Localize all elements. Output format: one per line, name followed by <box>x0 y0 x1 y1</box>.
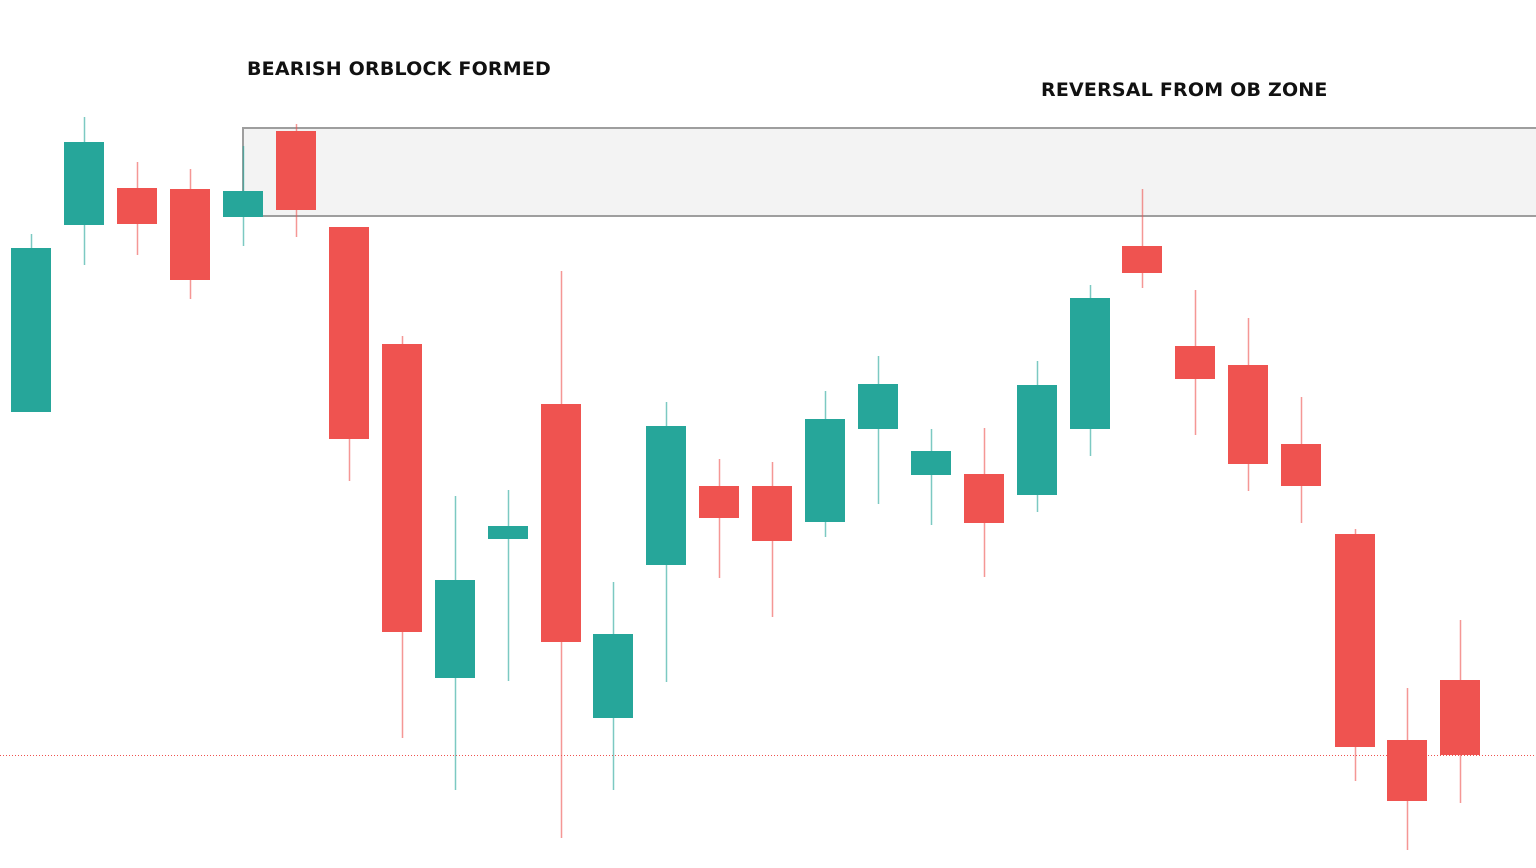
candle-bearish <box>1228 318 1268 491</box>
candle-bearish <box>170 169 210 299</box>
candle-bearish <box>964 428 1004 577</box>
candle-bearish <box>382 336 422 738</box>
candle-body <box>170 189 210 280</box>
candle-body <box>699 486 739 518</box>
candle-bullish <box>1017 361 1057 512</box>
candle-body <box>64 142 104 225</box>
candle-body <box>1122 246 1162 273</box>
candle-body <box>1175 346 1215 379</box>
candle-body <box>276 131 316 210</box>
candle-body <box>382 344 422 632</box>
order-block-zone-rect <box>242 127 1536 217</box>
candle-bearish <box>1387 688 1427 850</box>
candle-bearish <box>1175 290 1215 435</box>
candle-body <box>752 486 792 541</box>
candle-body <box>435 580 475 678</box>
candle-body <box>911 451 951 475</box>
candle-body <box>805 419 845 522</box>
candle-bullish <box>805 391 845 537</box>
order-block-zone <box>242 127 1536 217</box>
annotation-reversal-from-ob-zone: REVERSAL FROM OB ZONE <box>1041 79 1328 101</box>
candle-body <box>1070 298 1110 429</box>
candle-bullish <box>435 496 475 790</box>
candle-bullish <box>64 117 104 265</box>
candle-bearish <box>541 271 581 838</box>
candle-body <box>1281 444 1321 486</box>
candle-body <box>488 526 528 539</box>
candle-bullish <box>1070 285 1110 456</box>
candle-body <box>1335 534 1375 747</box>
candle-body <box>117 188 157 224</box>
candle-body <box>1440 680 1480 755</box>
candle-body <box>1017 385 1057 495</box>
candle-body <box>593 634 633 718</box>
candle-body <box>858 384 898 429</box>
candle-bearish <box>276 124 316 237</box>
candle-body <box>541 404 581 642</box>
candle-bearish <box>117 162 157 255</box>
candle-body <box>964 474 1004 523</box>
candle-bearish <box>329 227 369 481</box>
candle-bearish <box>752 462 792 617</box>
candle-body <box>1387 740 1427 801</box>
candle-body <box>1228 365 1268 464</box>
candle-body <box>646 426 686 565</box>
candle-bullish <box>223 146 263 246</box>
candle-bearish <box>1122 189 1162 288</box>
candle-bearish <box>699 459 739 578</box>
candle-body <box>11 248 51 412</box>
candle-bullish <box>646 402 686 682</box>
candle-bullish <box>488 490 528 681</box>
candle-bullish <box>593 582 633 790</box>
annotation-bearish-orderblock-formed: BEARISH ORBLOCK FORMED <box>247 58 552 80</box>
candles <box>11 117 1480 850</box>
candle-bearish <box>1440 620 1480 803</box>
candle-body <box>223 191 263 217</box>
candle-bullish <box>858 356 898 504</box>
candle-bearish <box>1335 529 1375 781</box>
candle-bullish <box>911 429 951 525</box>
candle-bearish <box>1281 397 1321 523</box>
candle-bullish <box>11 234 51 412</box>
candle-body <box>329 227 369 439</box>
